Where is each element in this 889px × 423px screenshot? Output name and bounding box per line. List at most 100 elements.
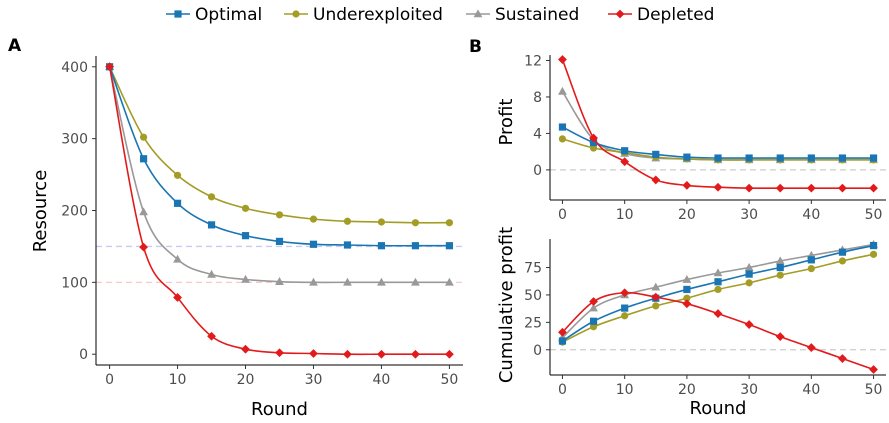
data-point-depleted	[445, 349, 454, 359]
data-point-optimal	[683, 153, 691, 161]
legend-label-underexploited: Underexploited	[313, 5, 443, 25]
data-point-sustained	[713, 268, 723, 277]
y-tick-label: 0	[533, 163, 542, 179]
data-point-underexploited	[589, 323, 598, 331]
data-point-optimal	[589, 317, 598, 325]
data-point-depleted	[775, 332, 785, 342]
y-tick-label: 0	[533, 343, 542, 359]
data-point-optimal	[589, 138, 598, 147]
legend-item-underexploited: Underexploited	[284, 5, 443, 25]
data-point-underexploited	[207, 193, 216, 201]
data-point-depleted	[620, 157, 630, 167]
data-point-optimal	[745, 270, 753, 278]
x-tick-label: 30	[305, 372, 323, 388]
data-point-sustained	[309, 277, 318, 286]
data-point-underexploited	[377, 218, 386, 226]
data-point-optimal	[807, 256, 815, 264]
data-point-optimal	[807, 154, 815, 162]
data-point-underexploited	[807, 265, 815, 273]
data-point-sustained	[139, 207, 148, 216]
data-point-sustained	[744, 262, 754, 271]
data-point-depleted	[139, 242, 148, 252]
panel-a-resource: 0 10 20 30 40 50 0 100 200 300 400 Resource Round A	[8, 36, 463, 420]
data-point-optimal	[411, 242, 420, 250]
data-point-optimal	[139, 155, 148, 163]
data-point-sustained	[775, 256, 785, 265]
legend-item-optimal: Optimal	[166, 5, 262, 25]
data-point-underexploited	[275, 211, 284, 219]
data-point-sustained	[275, 277, 284, 285]
data-point-depleted	[651, 175, 661, 185]
data-point-sustained	[207, 269, 216, 278]
data-point-optimal	[558, 337, 567, 345]
series-optimal	[558, 123, 878, 162]
data-point-depleted	[651, 292, 661, 302]
series-underexploited	[105, 63, 454, 227]
data-point-underexploited	[652, 302, 660, 310]
y-tick-label: 8	[533, 90, 542, 106]
x-tick-label: 40	[802, 382, 820, 398]
data-point-sustained	[445, 277, 454, 286]
data-point-depleted	[713, 309, 723, 318]
data-point-depleted	[105, 62, 114, 72]
data-point-depleted	[682, 181, 692, 190]
data-point-depleted	[173, 293, 182, 302]
data-point-optimal	[173, 199, 182, 207]
data-point-sustained	[173, 254, 182, 263]
data-point-underexploited	[343, 217, 352, 225]
data-point-optimal	[869, 241, 878, 250]
y-tick-label: 400	[61, 60, 88, 76]
series-line-depleted	[561, 291, 874, 371]
data-point-optimal	[445, 242, 454, 250]
data-point-optimal	[838, 248, 847, 256]
data-point-depleted	[775, 183, 785, 193]
legend-marker-depleted	[615, 9, 625, 19]
data-point-underexploited	[621, 312, 629, 320]
data-point-sustained	[558, 86, 567, 95]
data-point-underexploited	[241, 204, 250, 212]
data-point-depleted	[838, 183, 847, 193]
data-point-optimal	[309, 240, 318, 248]
data-point-depleted	[744, 320, 754, 329]
x-tick-label: 0	[105, 372, 114, 388]
data-point-depleted	[806, 343, 816, 352]
x-tick-label: 40	[802, 207, 820, 223]
data-point-sustained	[651, 282, 661, 291]
x-tick-label: 10	[616, 207, 634, 223]
panel-label: B	[469, 37, 482, 57]
legend-item-depleted: Depleted	[608, 5, 714, 25]
data-point-depleted	[275, 348, 284, 358]
series-sustained	[105, 62, 454, 286]
data-point-optimal	[343, 241, 352, 249]
data-point-sustained	[682, 274, 692, 283]
data-point-optimal	[377, 242, 386, 250]
series-optimal	[558, 241, 878, 345]
x-tick-label: 30	[740, 382, 758, 398]
x-tick-label: 0	[558, 207, 567, 223]
data-point-depleted	[682, 299, 692, 309]
data-point-depleted	[558, 327, 567, 337]
data-point-optimal	[621, 304, 629, 312]
series-underexploited	[558, 250, 878, 346]
data-point-depleted	[869, 365, 878, 374]
legend-label-depleted: Depleted	[637, 5, 714, 25]
series-depleted	[105, 62, 454, 359]
data-point-sustained	[589, 303, 598, 312]
y-axis-title: Profit	[496, 99, 517, 146]
data-point-underexploited	[714, 285, 722, 294]
data-point-optimal	[207, 221, 216, 229]
series-line-depleted	[108, 66, 450, 356]
data-point-optimal	[241, 232, 250, 240]
legend-marker-sustained	[473, 9, 483, 18]
series-line-underexploited	[562, 253, 874, 343]
series-line-underexploited	[108, 66, 450, 224]
data-point-underexploited	[558, 135, 567, 143]
data-point-sustained	[411, 277, 420, 286]
data-point-underexploited	[411, 219, 420, 227]
data-point-underexploited	[683, 294, 691, 302]
x-tick-label: 20	[237, 372, 255, 388]
data-point-underexploited	[445, 219, 454, 227]
y-axis-title: Cumulative profit	[496, 227, 517, 383]
data-point-depleted	[558, 55, 567, 64]
panel-b-profit: 0 10 20 30 40 50 0 4 8 12 Profit B	[469, 37, 886, 223]
